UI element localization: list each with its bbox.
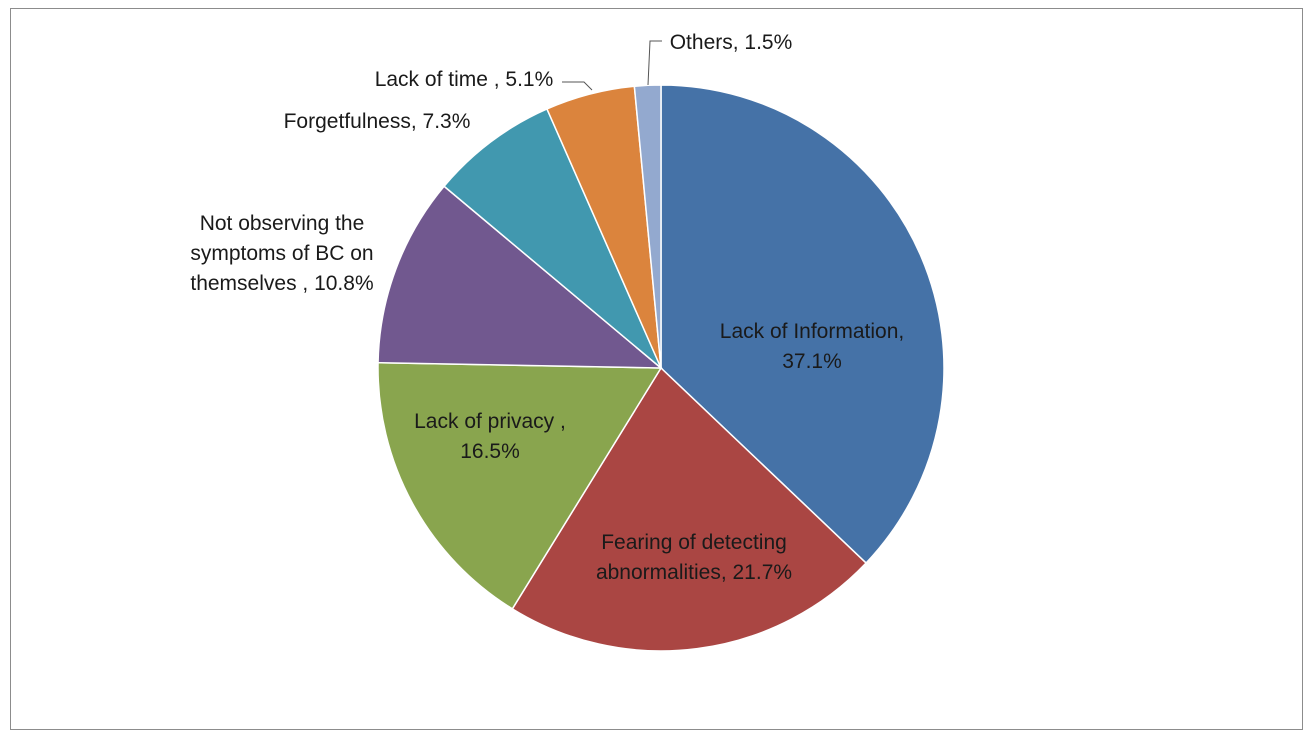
pie-slice-others <box>633 84 662 369</box>
slice-label-line: 16.5% <box>460 440 520 463</box>
slice-label-line: Lack of time , 5.1% <box>375 68 554 91</box>
slice-label-lack-of-information: Lack of Information, 37.1% <box>720 320 904 373</box>
slice-label-line: Lack of Information, <box>720 320 904 343</box>
slice-label-line: Forgetfulness, 7.3% <box>284 110 471 133</box>
slice-label-others: Others, 1.5% <box>670 31 793 54</box>
slice-label-line: themselves , 10.8% <box>190 272 373 295</box>
leader-lines <box>562 40 662 91</box>
slice-label-line: Not observing the <box>200 212 365 235</box>
slice-label-lack-of-privacy: Lack of privacy , 16.5% <box>414 410 566 463</box>
slice-label-line: Fearing of detecting <box>601 531 787 554</box>
slice-label-not-observing-the-symptoms-of-bc-on-themselves: Not observing the symptoms of BC on themse… <box>190 212 373 295</box>
pie-slice-not-observing-the-symptoms-of-bc-on-themselves <box>377 185 664 369</box>
pie-slice-fearing-of-detecting-abnormalities <box>511 366 868 652</box>
pie-slice-forgetfulness <box>443 108 662 369</box>
pie-slice-lack-of-privacy <box>377 361 663 610</box>
pie-slices <box>377 84 945 652</box>
slice-label-line: abnormalities, 21.7% <box>596 561 792 584</box>
slice-label-line: Lack of privacy , <box>414 410 566 433</box>
slice-labels: Lack of Information, 37.1% Fearing of dete… <box>190 31 904 584</box>
slice-label-forgetfulness: Forgetfulness, 7.3% <box>284 110 471 133</box>
slice-label-line: Others, 1.5% <box>670 31 793 54</box>
slice-label-lack-of-time: Lack of time , 5.1% <box>375 68 554 91</box>
leader-line-others <box>647 40 662 86</box>
slice-label-fearing-of-detecting-abnormalities: Fearing of detecting abnormalities, 21.7% <box>596 531 792 584</box>
slice-label-line: symptoms of BC on <box>190 242 373 265</box>
slice-label-line: 37.1% <box>782 350 842 373</box>
pie-slice-lack-of-information <box>660 84 945 565</box>
leader-line-lack-of-time <box>562 81 593 91</box>
